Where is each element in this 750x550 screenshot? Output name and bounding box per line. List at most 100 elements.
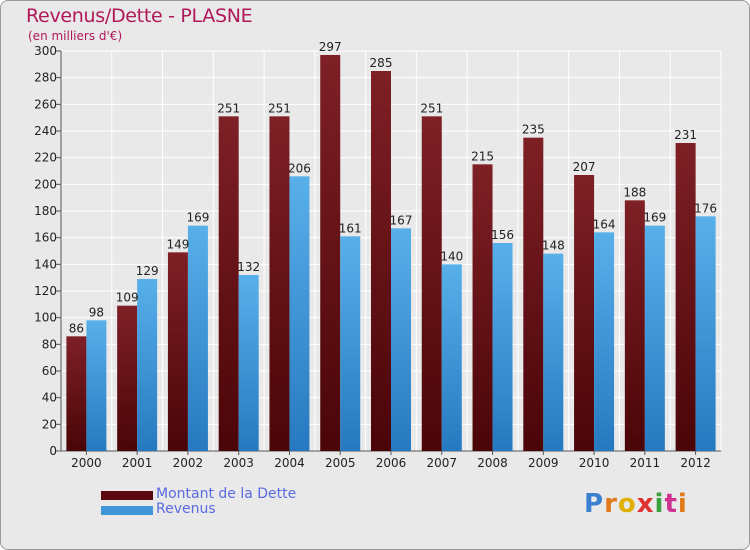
- x-tick-label: 2001: [122, 456, 153, 470]
- y-tick-label: 60: [42, 364, 57, 378]
- logo-letter: P: [584, 489, 605, 519]
- legend-label-revenue: Revenus: [156, 501, 216, 517]
- data-label: 161: [339, 221, 362, 235]
- data-label: 148: [542, 239, 565, 253]
- bar-debt: [66, 336, 87, 451]
- data-label: 156: [491, 228, 514, 242]
- bar-debt: [421, 116, 442, 451]
- data-label: 109: [116, 291, 139, 305]
- bar-revenue: [340, 236, 361, 451]
- bars: [66, 55, 716, 452]
- bar-revenue: [644, 225, 665, 451]
- chart-subtitle: (en milliers d'€): [28, 29, 123, 43]
- bar-revenue: [187, 225, 208, 451]
- x-tick-label: 2009: [528, 456, 559, 470]
- y-tick-label: 280: [34, 71, 57, 85]
- bar-revenue: [543, 253, 564, 451]
- bar-debt: [117, 305, 138, 451]
- bar-debt: [624, 200, 645, 451]
- data-label: 215: [471, 149, 494, 163]
- bar-revenue: [594, 232, 615, 451]
- data-label: 251: [420, 101, 443, 115]
- bar-revenue: [441, 264, 462, 451]
- x-tick-label: 2000: [71, 456, 102, 470]
- logo-letter: i: [677, 489, 688, 519]
- data-label: 132: [237, 260, 260, 274]
- y-tick-label: 300: [34, 44, 57, 58]
- logo-letter: t: [664, 489, 678, 519]
- x-tick-label: 2008: [477, 456, 508, 470]
- logo-letter: r: [604, 489, 618, 519]
- bar-debt: [523, 137, 544, 451]
- data-label: 129: [136, 264, 159, 278]
- y-tick-label: 220: [34, 151, 57, 165]
- bar-debt: [218, 116, 239, 451]
- data-labels: 86 109 149 251 251 297 285 251 215 235 207 188 231 98…: [69, 40, 717, 335]
- bar-debt: [675, 143, 696, 451]
- x-tick-label: 2003: [223, 456, 254, 470]
- y-tick-label: 0: [49, 444, 57, 458]
- y-tick-label: 80: [42, 337, 57, 351]
- y-tick-label: 200: [34, 177, 57, 191]
- y-tick-label: 20: [42, 417, 57, 431]
- x-tick-label: 2011: [630, 456, 661, 470]
- x-tick-label: 2004: [274, 456, 305, 470]
- data-label: 251: [217, 101, 240, 115]
- bar-debt: [269, 116, 290, 451]
- axes: 0 20 40 60 80 100 120 140 160 180 200 220 240 260 280 3…: [34, 44, 721, 470]
- data-label: 169: [186, 211, 209, 225]
- data-label: 164: [593, 217, 616, 231]
- bar-revenue: [695, 216, 716, 451]
- bar-debt: [371, 71, 391, 451]
- data-label: 231: [674, 128, 697, 142]
- logo-letter: o: [617, 489, 637, 519]
- bar-debt: [167, 252, 188, 451]
- y-tick-label: 140: [34, 257, 57, 271]
- data-label: 285: [370, 56, 393, 70]
- data-label: 140: [440, 249, 463, 263]
- bar-revenue: [86, 320, 107, 451]
- data-label: 98: [89, 305, 104, 319]
- data-label: 169: [643, 211, 666, 225]
- y-tick-label: 40: [42, 391, 57, 405]
- bar-revenue: [137, 279, 158, 451]
- bar-debt: [574, 175, 595, 451]
- x-tick-label: 2007: [426, 456, 457, 470]
- chart-title: Revenus/Dette - PLASNE: [26, 5, 253, 27]
- x-tick-label: 2005: [325, 456, 356, 470]
- y-tick-label: 240: [34, 124, 57, 138]
- x-tick-label: 2010: [579, 456, 610, 470]
- bar-revenue: [391, 228, 411, 451]
- legend-label-debt: Montant de la Dette: [156, 486, 297, 502]
- y-tick-label: 120: [34, 284, 57, 298]
- y-tick-label: 100: [34, 311, 57, 325]
- data-label: 297: [319, 40, 342, 54]
- data-label: 86: [69, 321, 84, 335]
- bar-revenue: [238, 275, 259, 451]
- x-tick-label: 2006: [376, 456, 407, 470]
- data-label: 176: [694, 201, 717, 215]
- data-label: 207: [573, 160, 596, 174]
- data-label: 251: [268, 101, 291, 115]
- y-tick-label: 160: [34, 231, 57, 245]
- bar-revenue: [289, 176, 310, 452]
- data-label: 206: [288, 161, 311, 175]
- logo-letter: i: [654, 489, 665, 519]
- x-tick-label: 2012: [680, 456, 711, 470]
- proxiti-logo: Proxiti: [584, 489, 688, 519]
- data-label: 167: [390, 213, 413, 227]
- bar-revenue: [492, 243, 513, 451]
- bar-debt: [472, 164, 493, 452]
- y-tick-label: 180: [34, 204, 57, 218]
- legend-swatch-debt: [101, 491, 153, 500]
- data-label: 188: [623, 185, 646, 199]
- data-label: 235: [522, 123, 545, 137]
- data-label: 149: [166, 237, 189, 251]
- logo-letter: x: [636, 489, 655, 519]
- legend-swatch-revenue: [101, 506, 153, 515]
- y-tick-label: 260: [34, 97, 57, 111]
- x-tick-label: 2002: [173, 456, 204, 470]
- bar-debt: [320, 55, 341, 451]
